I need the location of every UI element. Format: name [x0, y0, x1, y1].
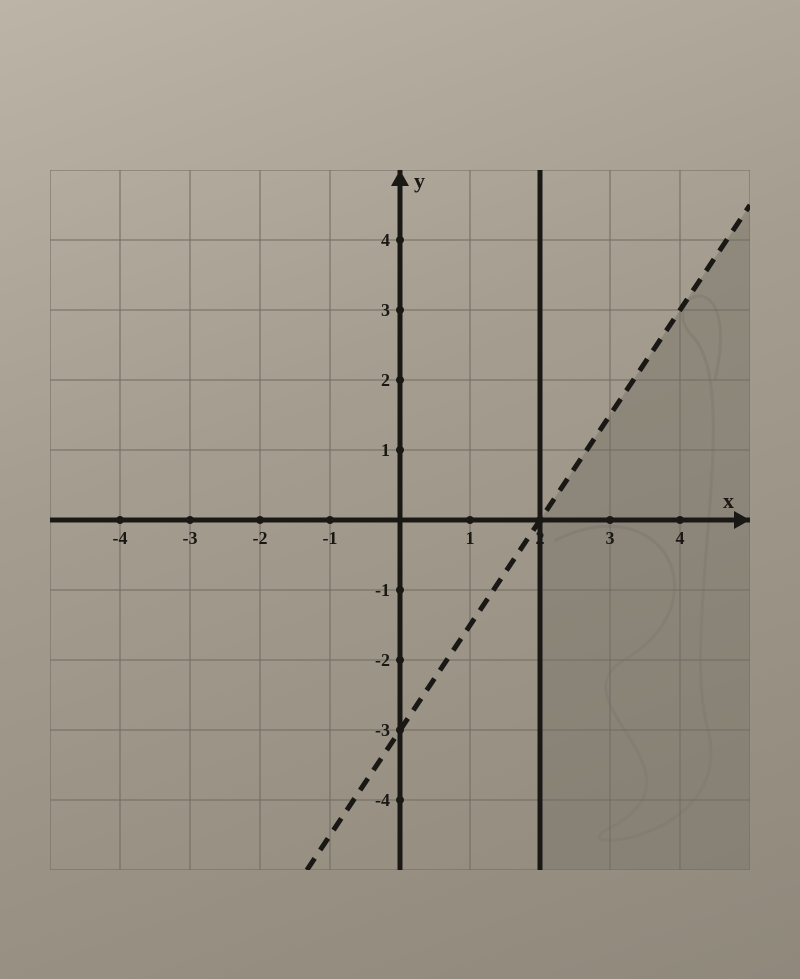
x-tick-dot: [676, 516, 684, 524]
y-tick-dot: [396, 306, 404, 314]
y-tick-label: -3: [375, 720, 390, 740]
x-tick-label: -3: [183, 528, 198, 548]
x-tick-label: -1: [323, 528, 338, 548]
y-tick-label: 3: [381, 300, 390, 320]
x-tick-dot: [466, 516, 474, 524]
y-tick-dot: [396, 586, 404, 594]
x-tick-dot: [606, 516, 614, 524]
plot-svg: -4-3-2-112344321-1-2-3-4 yx x y: [50, 170, 750, 870]
y-tick-dot: [396, 236, 404, 244]
y-tick-dot: [396, 656, 404, 664]
x-tick-dot: [326, 516, 334, 524]
x-tick-label: -4: [113, 528, 128, 548]
x-tick-label: 3: [606, 528, 615, 548]
coordinate-plane: -4-3-2-112344321-1-2-3-4 yx x y: [50, 170, 750, 870]
x-tick-dot: [256, 516, 264, 524]
y-tick-dot: [396, 796, 404, 804]
y-arrowhead-icon: [391, 170, 409, 186]
y-tick-dot: [396, 446, 404, 454]
x-axis-label: x: [723, 488, 734, 513]
y-tick-label: -4: [375, 790, 390, 810]
y-axis-label: y: [414, 170, 425, 193]
y-tick-dot: [396, 376, 404, 384]
shaded-region: [540, 205, 750, 870]
y-tick-label: 4: [381, 230, 390, 250]
x-tick-dot: [186, 516, 194, 524]
x-tick-label: 1: [466, 528, 475, 548]
y-tick-label: -2: [375, 650, 390, 670]
x-tick-label: 4: [676, 528, 685, 548]
y-tick-label: -1: [375, 580, 390, 600]
x-tick-dot: [116, 516, 124, 524]
y-tick-label: 2: [381, 370, 390, 390]
y-tick-label: 1: [381, 440, 390, 460]
x-tick-label: -2: [253, 528, 268, 548]
